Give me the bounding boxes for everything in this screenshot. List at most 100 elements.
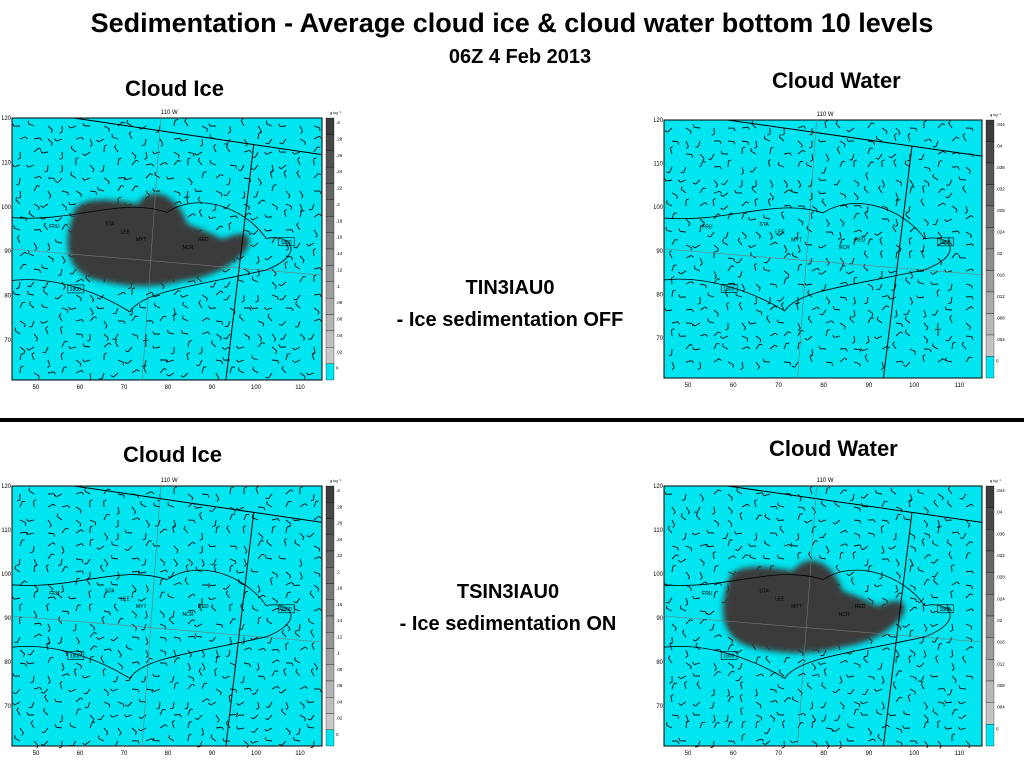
x-tick-label: 90 — [209, 385, 216, 391]
place-label: RED — [855, 237, 866, 243]
x-tick-label: 60 — [77, 751, 84, 757]
place-label: FRU — [702, 224, 713, 230]
lon-header: 110 W — [817, 478, 834, 484]
colorbar-label: .14 — [336, 618, 343, 623]
colorbar-unit: g kg⁻¹ — [990, 478, 1002, 483]
y-tick-label: 80 — [4, 660, 11, 666]
colorbar-segment — [326, 265, 334, 281]
lon-header: 110 W — [817, 112, 834, 118]
colorbar-label: .012 — [996, 661, 1005, 666]
lon-header: 110 W — [161, 110, 178, 116]
colorbar-label: .028 — [996, 208, 1005, 213]
colorbar-segment — [986, 486, 994, 508]
place-label: RED — [198, 604, 209, 610]
colorbar-label: .04 — [996, 510, 1003, 515]
y-tick-label: 70 — [4, 338, 11, 344]
contour-label: 1800 — [723, 654, 734, 660]
colorbar-segment — [986, 594, 994, 616]
lon-header: 110 W — [161, 478, 178, 484]
contour-label: 1800 — [70, 287, 81, 293]
colorbar-label: 0 — [996, 359, 999, 364]
y-tick-label: 80 — [656, 292, 663, 298]
y-tick-label: 110 — [654, 162, 664, 168]
colorbar-label: .036 — [996, 531, 1005, 536]
colorbar-segment — [986, 357, 994, 379]
colorbar-segment — [986, 573, 994, 595]
x-tick-label: 70 — [775, 751, 782, 757]
colorbar-segment — [326, 118, 334, 134]
contour-label: 1800 — [939, 607, 950, 613]
colorbar-segment — [986, 185, 994, 207]
y-tick-label: 90 — [4, 249, 11, 255]
x-tick-label: 60 — [730, 383, 737, 389]
x-tick-label: 100 — [251, 751, 262, 757]
colorbar-label: .3 — [336, 488, 340, 493]
place-label: NCR — [183, 245, 194, 251]
colorbar-label: .016 — [996, 273, 1005, 278]
page-title: Sedimentation - Average cloud ice & clou… — [0, 8, 1024, 39]
colorbar-segment — [326, 167, 334, 183]
x-tick-label: 70 — [121, 385, 128, 391]
x-tick-label: 80 — [820, 751, 827, 757]
colorbar-label: .28 — [336, 504, 343, 509]
colorbar-label: .08 — [336, 667, 343, 672]
y-tick-label: 100 — [654, 205, 664, 211]
colorbar-segment — [986, 120, 994, 142]
colorbar-label: 0 — [336, 366, 339, 371]
colorbar-label: .18 — [336, 218, 343, 223]
colorbar-segment — [986, 271, 994, 293]
colorbar-label: .032 — [996, 187, 1005, 192]
place-label: NCR — [839, 245, 850, 251]
section-divider — [0, 418, 1024, 422]
y-tick-label: 70 — [4, 704, 11, 710]
colorbar-segment — [326, 298, 334, 314]
x-tick-label: 110 — [295, 385, 305, 391]
colorbar-label: .012 — [996, 294, 1005, 299]
x-tick-label: 50 — [685, 383, 692, 389]
colorbar-label: .028 — [996, 575, 1005, 580]
colorbar-label: .004 — [996, 337, 1005, 342]
place-label: LEE — [775, 596, 785, 602]
colorbar-label: .28 — [336, 136, 343, 141]
place-label: MYT — [791, 237, 802, 243]
colorbar-label: .04 — [336, 699, 343, 704]
contour-label: 1800 — [939, 240, 950, 246]
x-tick-label: 50 — [33, 751, 40, 757]
colorbar-segment — [326, 519, 334, 535]
x-tick-label: 50 — [33, 385, 40, 391]
x-tick-label: 70 — [121, 751, 128, 757]
x-tick-label: 110 — [955, 751, 965, 757]
x-tick-label: 100 — [251, 385, 262, 391]
y-tick-label: 100 — [2, 572, 12, 578]
place-label: RED — [855, 604, 866, 610]
colorbar-segment — [326, 233, 334, 249]
colorbar-label: .1 — [336, 284, 340, 289]
colorbar-label: .06 — [336, 683, 343, 688]
y-tick-label: 90 — [656, 249, 663, 255]
x-tick-label: 80 — [165, 385, 172, 391]
x-tick-label: 70 — [775, 383, 782, 389]
colorbar-segment — [986, 228, 994, 250]
colorbar-label: .1 — [336, 651, 340, 656]
colorbar-segment — [326, 649, 334, 665]
colorbar-unit: g kg⁻¹ — [330, 110, 342, 115]
colorbar-label: .08 — [336, 300, 343, 305]
panel-label-bottom-right: Cloud Water — [769, 436, 898, 462]
contour-label: 1800 — [723, 286, 734, 292]
y-tick-label: 110 — [654, 528, 664, 534]
colorbar-label: .2 — [336, 569, 340, 574]
colorbar-label: .024 — [996, 596, 1005, 601]
colorbar-label: .18 — [336, 586, 343, 591]
x-tick-label: 80 — [165, 751, 172, 757]
colorbar-segment — [326, 134, 334, 150]
colorbar-segment — [326, 681, 334, 697]
colorbar-label: 0 — [996, 726, 999, 731]
run-label-off: TIN3IAU0 - Ice sedimentation OFF — [360, 272, 660, 336]
colorbar-segment — [326, 632, 334, 648]
colorbar-label: .16 — [336, 602, 343, 607]
colorbar-label: .02 — [996, 618, 1003, 623]
colorbar-segment — [326, 331, 334, 347]
